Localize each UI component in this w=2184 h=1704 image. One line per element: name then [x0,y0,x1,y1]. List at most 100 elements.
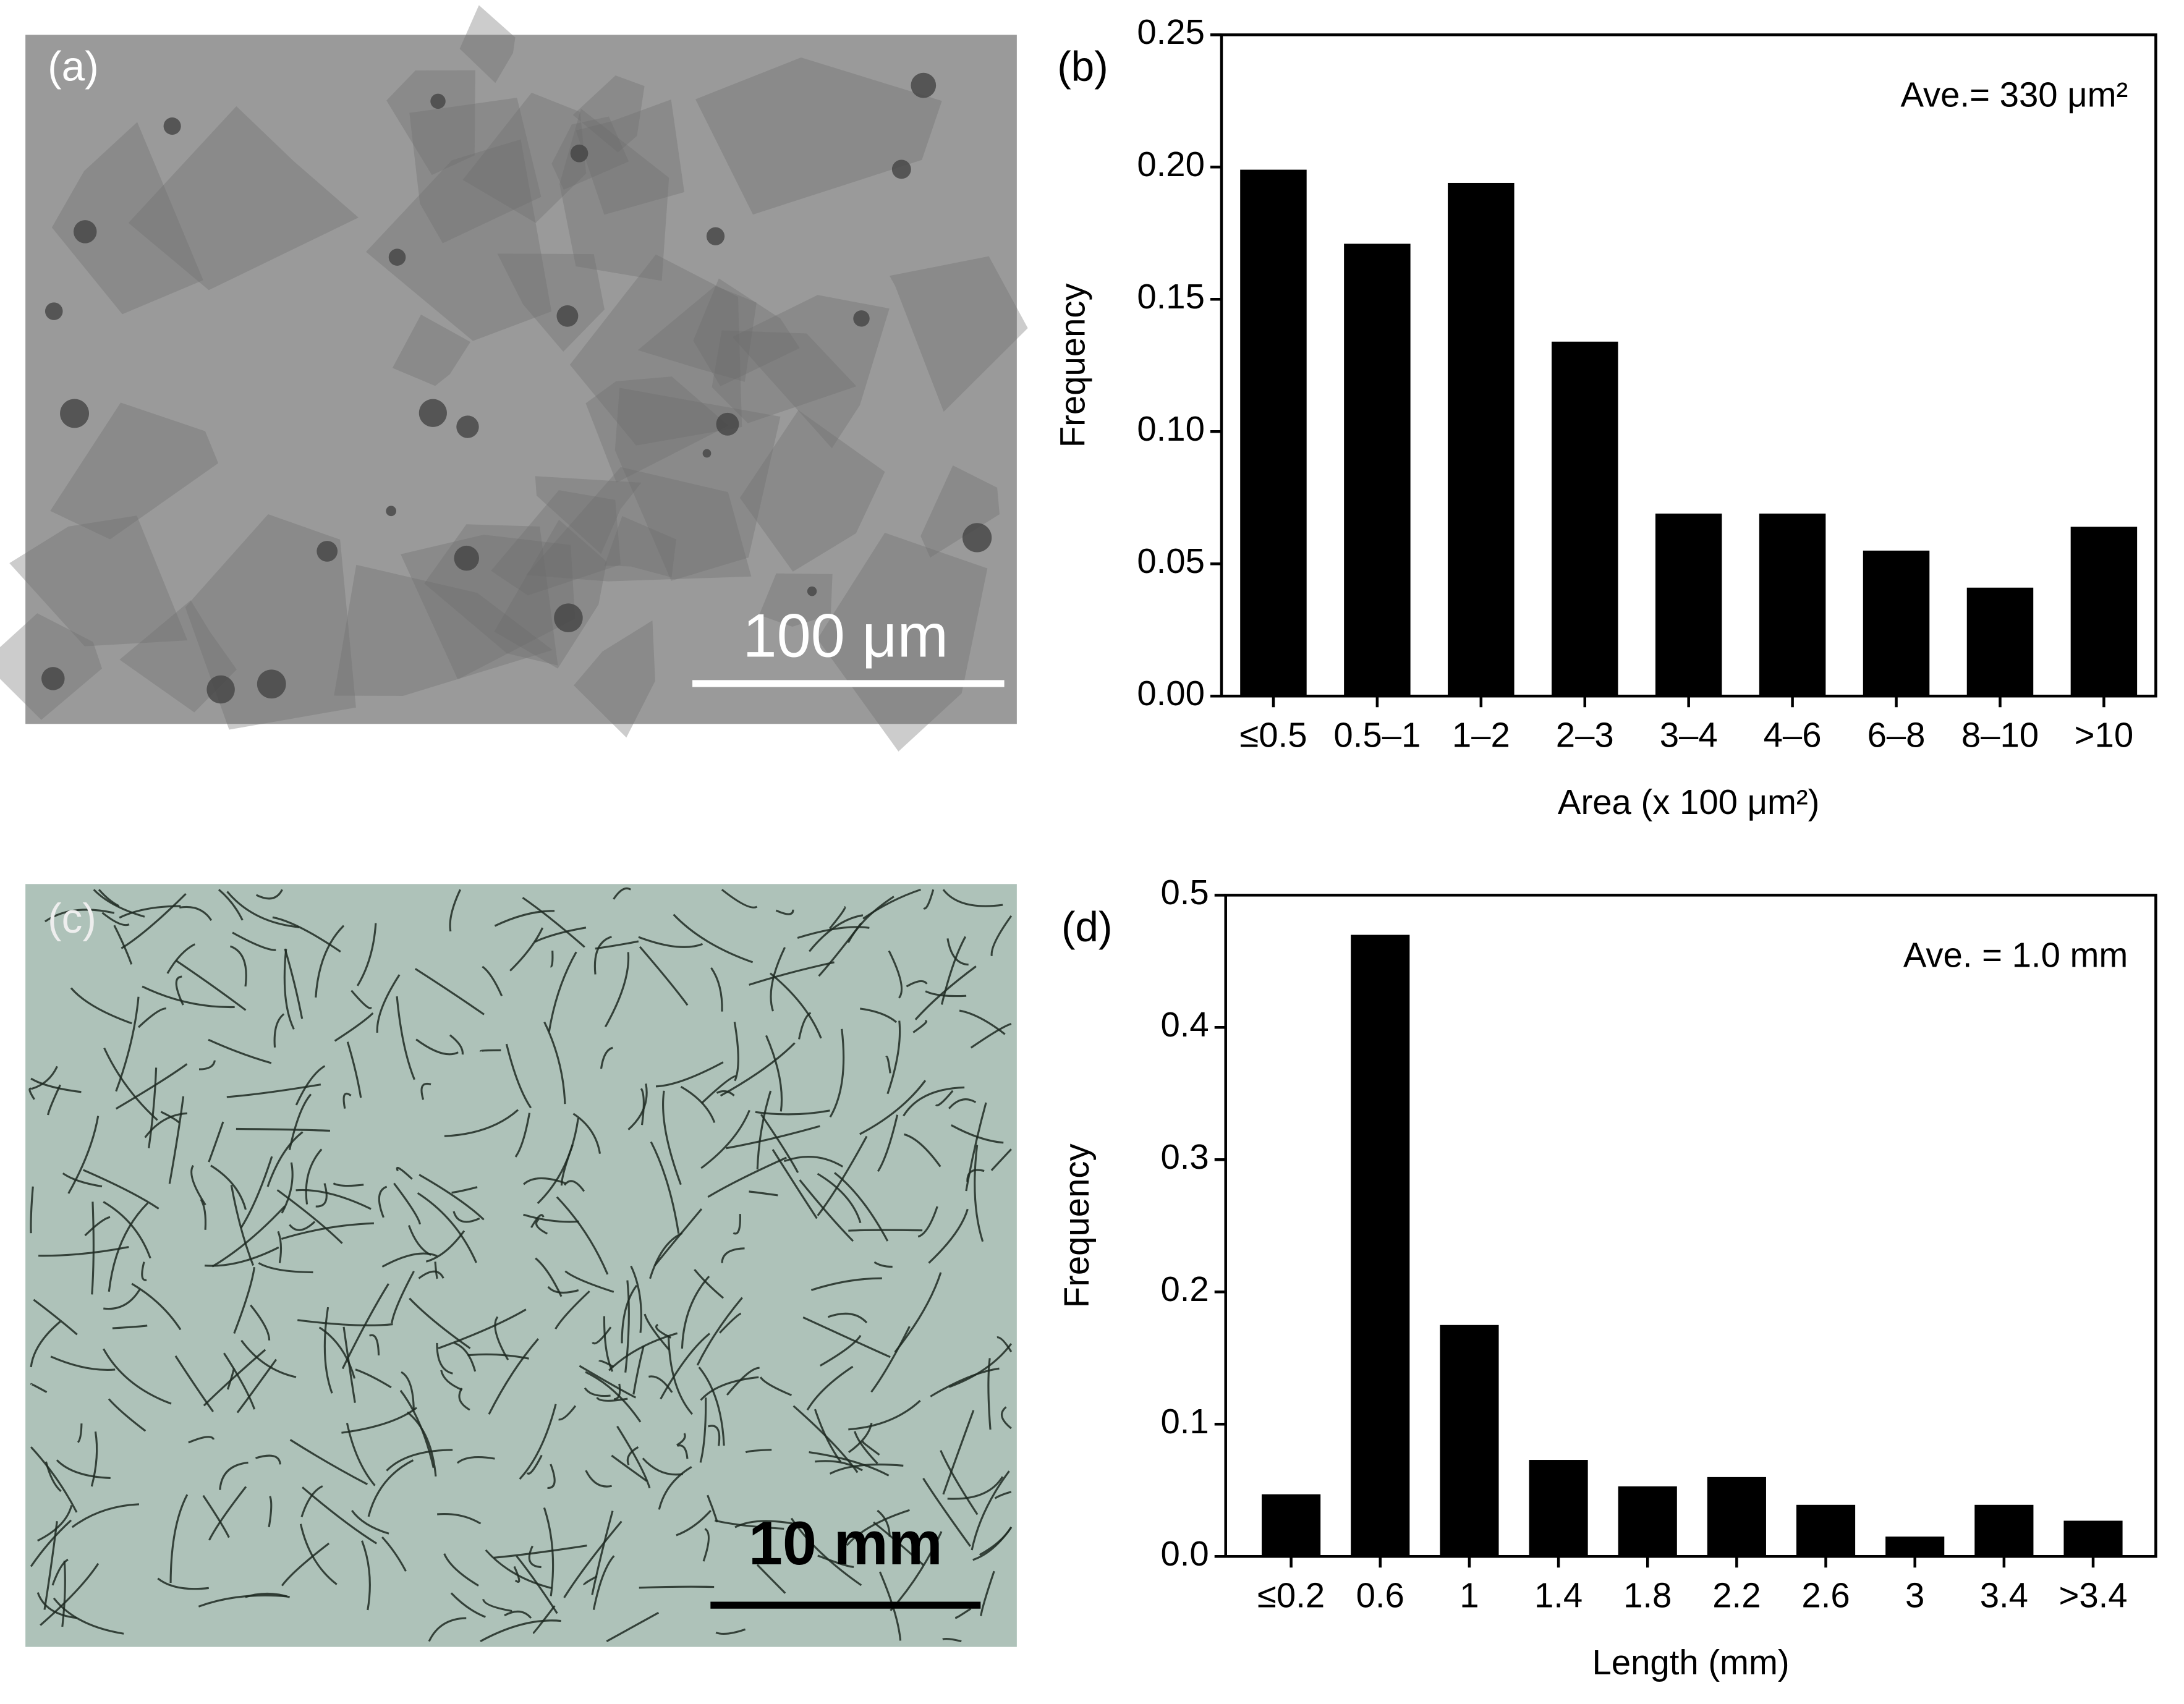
fiber [859,1080,927,1135]
particle [456,415,479,438]
fiber [522,897,585,948]
fiber [994,1491,1012,1499]
flake [185,514,356,730]
fiber [626,1446,639,1465]
fiber [157,1577,209,1590]
fiber [694,1269,724,1299]
fiber [91,1202,95,1295]
fiber [870,1326,911,1393]
fiber [351,1509,389,1535]
fiber [45,1461,62,1492]
annotation: Ave. = 1.0 mm [1903,936,2128,975]
fiber [817,1172,862,1224]
fiber [229,945,247,987]
y-tick-label: 0.00 [1137,674,1205,713]
fiber [289,1221,316,1231]
x-tick-label: 1.8 [1623,1576,1672,1615]
fiber [721,889,758,909]
fiber [458,1388,470,1411]
fiber [226,891,300,928]
fiber [959,1009,1006,1035]
flake [366,139,552,341]
fiber [749,1190,778,1197]
fiber [355,1368,392,1389]
fiber [103,1201,151,1259]
fiber [877,1509,891,1537]
fiber [103,1348,172,1405]
fiber [888,950,903,999]
fiber [36,1592,77,1619]
fiber [698,1367,725,1446]
fiber [809,914,864,952]
fiber [827,1312,868,1324]
fiber [323,1307,333,1394]
fiber [513,1566,521,1583]
fiber [315,1183,328,1208]
fiber [101,912,130,926]
fiber [700,1109,750,1169]
fiber [454,1342,477,1372]
bar [2063,1520,2123,1557]
fiber [240,1156,273,1229]
fiber [558,1405,577,1421]
flake [574,620,655,738]
fiber [854,1431,878,1464]
fiber [208,1038,272,1064]
fiber [361,1540,371,1611]
plot-frame [1224,894,2157,1558]
fiber [593,936,612,975]
fiber [210,1164,247,1210]
fiber [942,889,1003,907]
fiber [288,1093,312,1150]
fiber [600,1046,613,1069]
fiber [923,889,935,910]
fiber [769,972,822,1039]
fiber [283,949,295,1030]
fiber [642,1457,683,1476]
fiber [639,946,689,1006]
fiber [745,1449,772,1454]
fiber [30,1066,58,1090]
flake [551,116,629,190]
micrograph-a [0,5,1028,752]
fiber [817,1554,854,1568]
panel-label: (b) [1057,43,1108,90]
fiber [987,1358,992,1430]
fiber [677,1444,689,1459]
micrograph-c [25,884,1017,1647]
fiber [204,1246,279,1267]
fiber [168,1096,185,1184]
fiber [522,1177,566,1185]
particle [206,675,235,704]
fiber [488,1338,539,1415]
fiber [482,965,503,997]
fiber [940,1449,979,1515]
fiber [386,1449,453,1472]
fiber [563,1520,622,1598]
x-tick-label: 2.2 [1712,1576,1761,1615]
bar [1863,550,1930,697]
fiber [334,1012,374,1042]
fiber [535,1218,548,1235]
fiber [556,1196,609,1275]
fiber [980,1570,995,1616]
fiber [289,1439,368,1485]
fiber [660,1333,710,1400]
x-axis-title: Area (x 100 μm²) [1558,782,1820,821]
fiber [281,1222,374,1240]
fiber [550,951,554,968]
fiber [30,1446,78,1513]
fiber [879,1571,902,1641]
fiber [250,1304,271,1341]
fiber [922,1478,971,1547]
fiber [401,1371,415,1410]
bar [1262,1494,1321,1557]
flake [604,515,676,578]
fiber [649,1232,683,1279]
fiber [82,1169,159,1210]
x-tick-label: 3–4 [1660,716,1718,755]
bar [1618,1486,1677,1557]
fiber [425,1230,465,1263]
fiber [848,1400,921,1431]
fiber [208,1486,247,1541]
